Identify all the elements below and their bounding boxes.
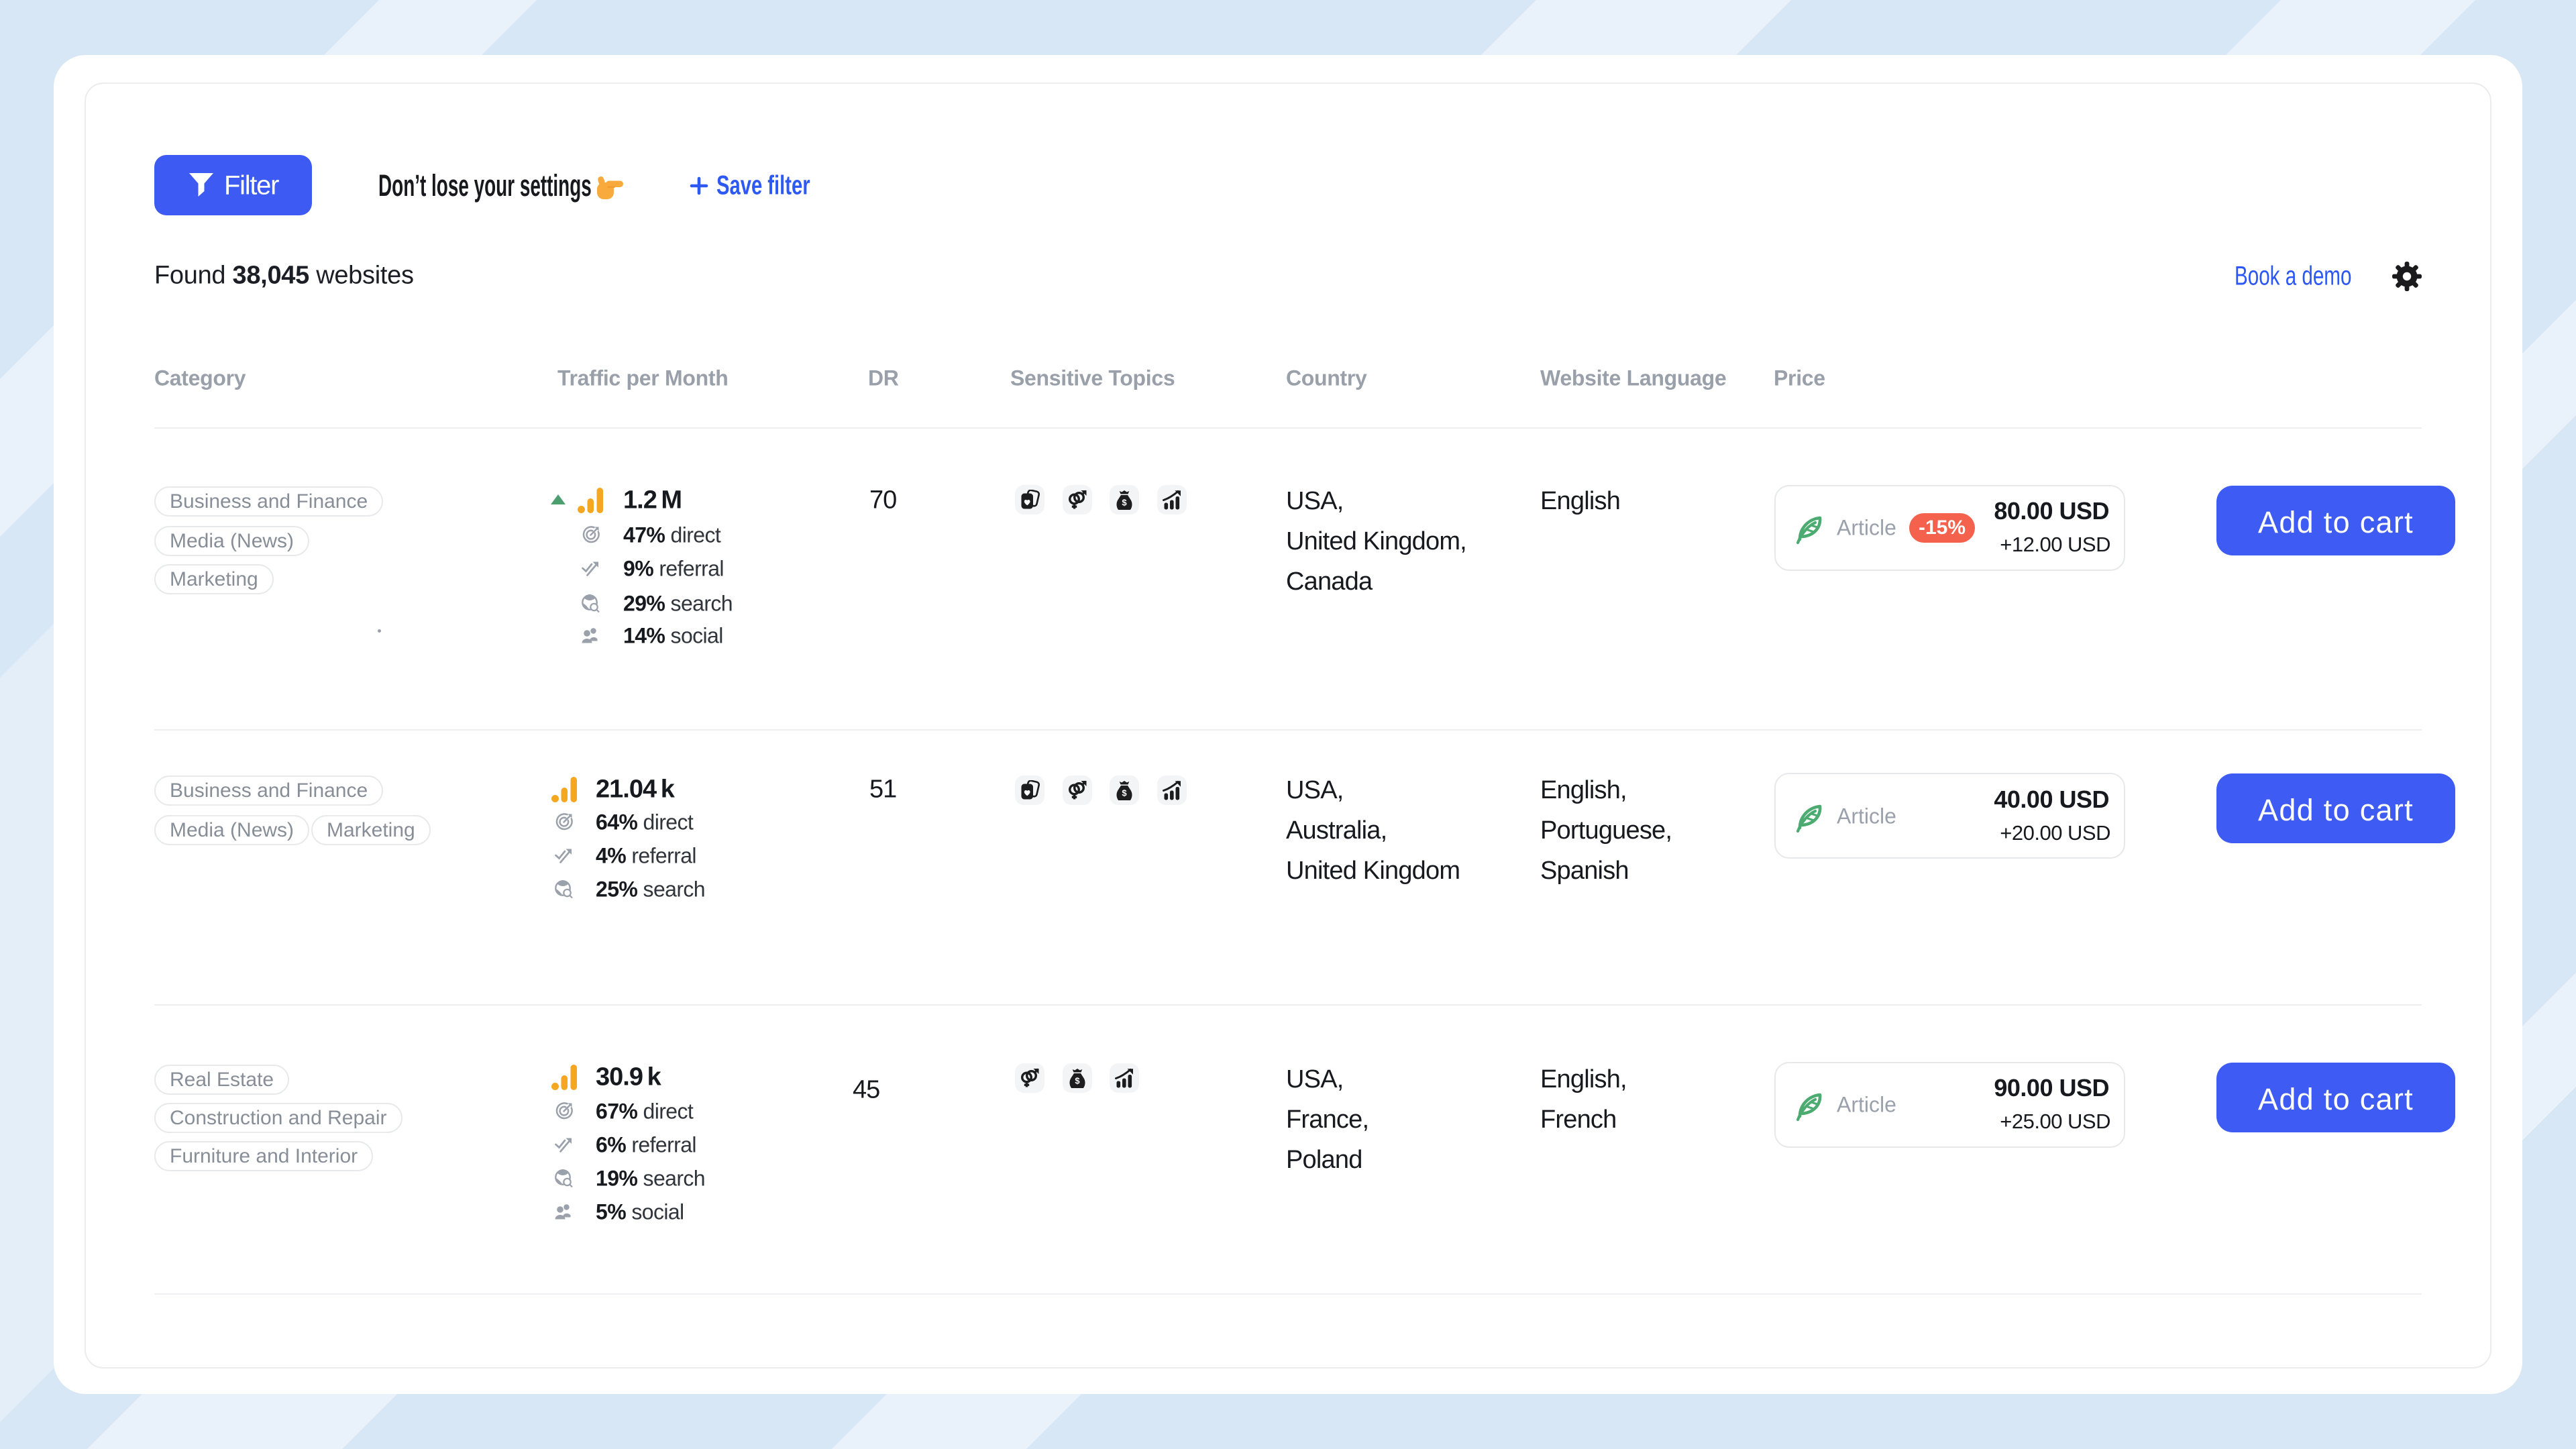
svg-text:$: $ bbox=[1122, 788, 1127, 798]
svg-text:$: $ bbox=[1122, 498, 1127, 508]
svg-text:$: $ bbox=[1075, 1076, 1080, 1086]
